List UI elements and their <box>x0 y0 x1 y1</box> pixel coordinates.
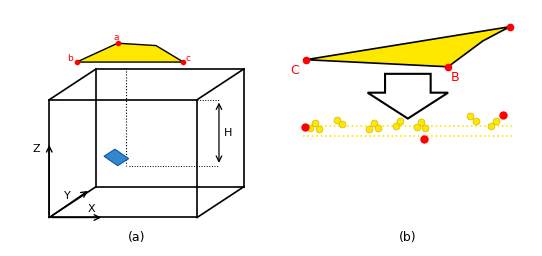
Text: C: C <box>290 64 299 77</box>
Text: (b): (b) <box>399 231 417 244</box>
Text: a: a <box>114 33 119 42</box>
Text: (a): (a) <box>128 231 146 244</box>
Polygon shape <box>306 27 510 67</box>
Text: H: H <box>224 128 233 138</box>
Polygon shape <box>367 74 448 119</box>
Text: b: b <box>67 54 73 63</box>
Text: c: c <box>185 54 191 63</box>
Text: Z: Z <box>33 144 41 154</box>
Text: Y: Y <box>64 191 71 201</box>
Polygon shape <box>76 43 183 62</box>
Text: X: X <box>88 204 95 214</box>
Polygon shape <box>104 149 128 166</box>
Text: B: B <box>451 71 460 84</box>
